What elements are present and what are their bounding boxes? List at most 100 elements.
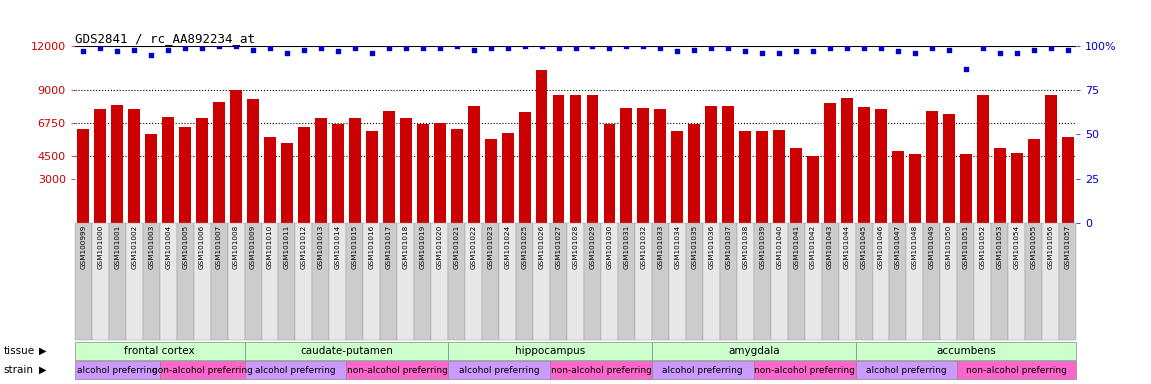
Bar	[467, 106, 480, 223]
Text: GSM101015: GSM101015	[352, 225, 358, 269]
Point	[209, 43, 228, 49]
Bar	[723, 106, 734, 223]
Text: GSM101014: GSM101014	[335, 225, 341, 269]
Point	[549, 45, 567, 51]
Point	[91, 45, 109, 51]
Point	[1024, 46, 1043, 53]
Bar	[230, 89, 242, 223]
Text: GSM101028: GSM101028	[572, 225, 579, 269]
Text: non-alcohol preferring: non-alcohol preferring	[346, 366, 448, 375]
Text: GSM101006: GSM101006	[199, 225, 205, 269]
Point	[295, 46, 313, 53]
Text: GSM101002: GSM101002	[131, 225, 137, 269]
Text: non-alcohol preferring: non-alcohol preferring	[152, 366, 252, 375]
Point	[345, 45, 364, 51]
Point	[312, 45, 330, 51]
Point	[448, 43, 466, 49]
Point	[685, 46, 703, 53]
Text: GSM101001: GSM101001	[114, 225, 120, 269]
Point	[74, 48, 92, 55]
Bar	[824, 104, 836, 223]
Bar	[281, 143, 292, 223]
Bar	[196, 118, 208, 223]
Bar	[485, 139, 496, 223]
Text: GSM101021: GSM101021	[453, 225, 459, 269]
Bar	[1011, 153, 1023, 223]
Text: GSM101056: GSM101056	[1047, 225, 1053, 269]
Bar	[1045, 95, 1057, 223]
Text: GSM101054: GSM101054	[1014, 225, 1020, 269]
Text: GSM101017: GSM101017	[386, 225, 391, 269]
Text: GSM101052: GSM101052	[980, 225, 986, 269]
Text: non-alcohol preferring: non-alcohol preferring	[754, 366, 855, 375]
Text: ▶: ▶	[39, 365, 47, 375]
Point	[871, 45, 890, 51]
Text: alcohol preferring: alcohol preferring	[77, 366, 158, 375]
Point	[787, 48, 806, 55]
Point	[821, 45, 839, 51]
Text: GSM101057: GSM101057	[1065, 225, 1070, 269]
Point	[430, 45, 449, 51]
Bar	[112, 105, 123, 223]
Text: GSM101046: GSM101046	[878, 225, 884, 269]
Bar	[791, 148, 802, 223]
Bar	[162, 117, 174, 223]
Point	[803, 48, 822, 55]
Text: GSM101023: GSM101023	[488, 225, 494, 269]
Text: ▶: ▶	[39, 346, 47, 356]
Bar	[706, 106, 717, 223]
Text: GSM101048: GSM101048	[912, 225, 918, 269]
Text: GSM101000: GSM101000	[98, 225, 104, 269]
Text: GDS2841 / rc_AA892234_at: GDS2841 / rc_AA892234_at	[75, 32, 254, 45]
Bar	[739, 131, 752, 223]
Bar	[943, 114, 955, 223]
Point	[498, 45, 517, 51]
Bar	[315, 118, 327, 223]
Point	[668, 48, 686, 55]
Text: alcohol preferring: alcohol preferring	[867, 366, 947, 375]
Point	[719, 45, 738, 51]
Bar	[399, 118, 412, 223]
Bar	[366, 131, 378, 223]
Text: GSM101029: GSM101029	[589, 225, 595, 269]
Bar	[451, 129, 463, 223]
Text: GSM101030: GSM101030	[607, 225, 612, 269]
Text: GSM101004: GSM101004	[165, 225, 171, 269]
Point	[753, 50, 771, 56]
Text: GSM101039: GSM101039	[760, 225, 765, 269]
Bar	[519, 112, 531, 223]
Point	[1007, 50, 1026, 56]
Point	[227, 43, 245, 49]
Point	[1042, 45, 1060, 51]
Point	[261, 45, 280, 51]
Text: GSM101009: GSM101009	[250, 225, 256, 269]
Bar	[859, 107, 870, 223]
Bar	[909, 154, 921, 223]
Bar	[875, 109, 887, 223]
Text: GSM101011: GSM101011	[284, 225, 290, 269]
Bar	[128, 109, 140, 223]
Point	[193, 45, 212, 51]
Bar	[383, 111, 395, 223]
Bar	[502, 133, 513, 223]
Point	[363, 50, 381, 56]
Point	[533, 43, 551, 49]
Text: GSM101036: GSM101036	[708, 225, 715, 269]
Bar	[552, 95, 564, 223]
Point	[125, 46, 144, 53]
Bar	[587, 95, 599, 223]
Point	[1059, 46, 1077, 53]
Bar	[807, 157, 820, 223]
Point	[176, 45, 195, 51]
Text: GSM101033: GSM101033	[657, 225, 663, 269]
Text: GSM101050: GSM101050	[946, 225, 952, 269]
Bar	[180, 127, 191, 223]
Bar	[620, 108, 632, 223]
Point	[566, 45, 585, 51]
Point	[584, 43, 602, 49]
Point	[244, 46, 262, 53]
Text: hippocampus: hippocampus	[514, 346, 585, 356]
Text: non-alcohol preferring: non-alcohol preferring	[967, 366, 1067, 375]
Text: GSM101020: GSM101020	[436, 225, 443, 269]
Text: GSM101034: GSM101034	[674, 225, 680, 269]
